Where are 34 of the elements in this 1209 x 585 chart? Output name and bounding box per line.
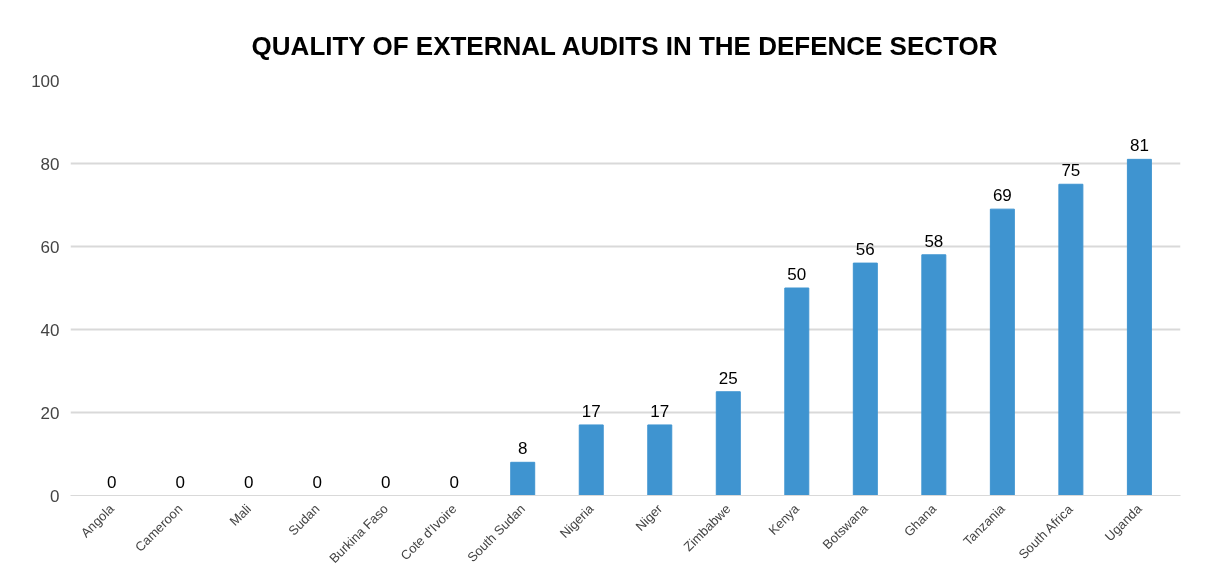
data-label: 58 xyxy=(924,231,944,251)
data-label: 17 xyxy=(581,401,601,421)
data-label: 0 xyxy=(312,472,322,492)
bar xyxy=(715,391,741,496)
y-tick-label: 40 xyxy=(40,320,60,340)
bar xyxy=(784,287,810,496)
y-tick-label: 80 xyxy=(40,154,60,174)
data-label: 25 xyxy=(718,368,738,388)
bar xyxy=(989,208,1015,496)
bar xyxy=(1058,183,1084,496)
bar xyxy=(647,424,673,496)
data-label: 0 xyxy=(175,472,185,492)
y-tick-label: 20 xyxy=(40,403,60,423)
bar xyxy=(921,254,947,496)
bar xyxy=(510,461,536,496)
data-label: 81 xyxy=(1129,136,1149,156)
bar xyxy=(852,262,878,496)
data-label: 17 xyxy=(650,401,670,421)
data-label: 0 xyxy=(380,472,391,492)
x-tick-label: Mali xyxy=(226,501,255,529)
chart-title: QUALITY OF EXTERNAL AUDITS IN THE DEFENCE SECTOR xyxy=(251,30,998,61)
data-label: 56 xyxy=(855,240,875,260)
y-tick-label: 100 xyxy=(31,71,60,91)
y-tick-label: 0 xyxy=(50,486,60,506)
bar xyxy=(1126,158,1152,496)
data-label: 8 xyxy=(517,439,528,459)
data-label: 50 xyxy=(787,265,807,284)
y-tick-label: 60 xyxy=(40,237,60,257)
data-label: 0 xyxy=(243,472,254,492)
bar xyxy=(578,424,604,496)
data-label: 75 xyxy=(1061,161,1081,181)
data-label: 69 xyxy=(992,186,1012,206)
data-label: 0 xyxy=(449,472,459,492)
data-label: 0 xyxy=(106,472,117,492)
